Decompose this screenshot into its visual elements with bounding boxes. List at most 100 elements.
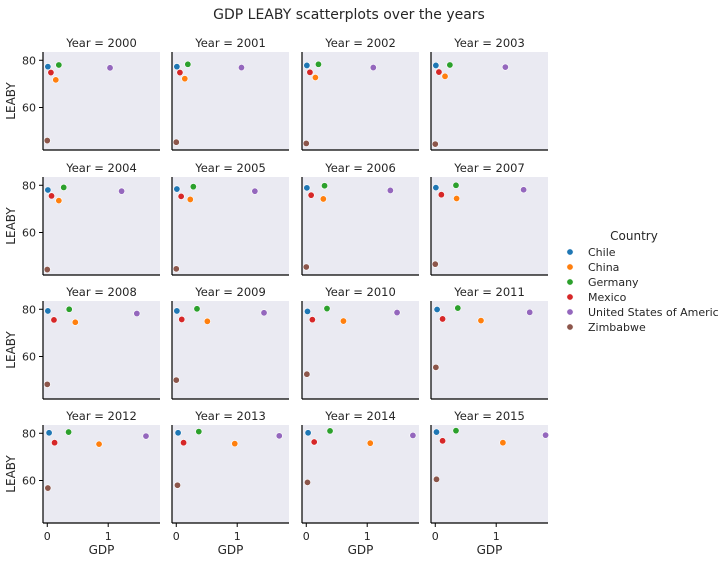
data-point-united-states-of-america bbox=[251, 187, 259, 195]
data-point-chile bbox=[303, 61, 311, 69]
facet-title-prefix: Year = bbox=[324, 161, 366, 175]
facet-panel-2010: Year = 2010 bbox=[301, 285, 419, 400]
x-tick-label: 1 bbox=[105, 530, 112, 543]
facet-title-year: 2013 bbox=[237, 409, 266, 423]
panel-background bbox=[172, 301, 289, 399]
data-point-zimbabwe bbox=[172, 138, 180, 146]
legend-marker bbox=[566, 293, 574, 301]
data-point-mexico bbox=[47, 69, 55, 77]
data-point-germany bbox=[446, 61, 454, 69]
data-point-china bbox=[231, 440, 239, 448]
data-point-germany bbox=[55, 61, 63, 69]
y-tick-label: 80 bbox=[22, 427, 36, 440]
panel-background bbox=[431, 425, 548, 523]
x-axis-label: GDP bbox=[89, 543, 115, 557]
data-point-united-states-of-america bbox=[542, 431, 550, 439]
data-point-china bbox=[453, 194, 461, 202]
data-point-mexico bbox=[178, 315, 186, 323]
panel-background bbox=[43, 425, 160, 523]
x-tick-label: 1 bbox=[234, 530, 241, 543]
facet-title-year: 2006 bbox=[367, 161, 396, 175]
data-point-united-states-of-america bbox=[386, 186, 394, 194]
facet-panel-2002: Year = 2002 bbox=[301, 36, 419, 151]
facet-title-prefix: Year = bbox=[194, 285, 236, 299]
data-point-germany bbox=[65, 305, 73, 313]
data-point-china bbox=[319, 195, 327, 203]
facet-title: Year = 2005 bbox=[194, 161, 266, 175]
facet-panel-2008: Year = 2008 60 80 LEABY bbox=[4, 285, 160, 400]
facet-title: Year = 2004 bbox=[65, 161, 137, 175]
y-tick-label: 80 bbox=[22, 179, 36, 192]
data-point-germany bbox=[193, 305, 201, 313]
data-point-mexico bbox=[48, 192, 56, 200]
data-point-zimbabwe bbox=[173, 481, 181, 489]
data-point-germany bbox=[195, 428, 203, 436]
data-point-china bbox=[181, 75, 189, 83]
facet-title-year: 2000 bbox=[108, 36, 137, 50]
data-point-united-states-of-america bbox=[501, 63, 509, 71]
data-point-united-states-of-america bbox=[393, 309, 401, 317]
data-point-zimbabwe bbox=[303, 370, 311, 378]
facet-title-prefix: Year = bbox=[453, 285, 495, 299]
facet-title-prefix: Year = bbox=[194, 36, 236, 50]
data-point-china bbox=[186, 195, 194, 203]
data-point-chile bbox=[432, 61, 440, 69]
data-point-china bbox=[71, 318, 79, 326]
data-point-zimbabwe bbox=[302, 139, 310, 147]
panel-background bbox=[43, 301, 160, 399]
y-axis-label: LEABY bbox=[4, 82, 18, 120]
panel-background bbox=[431, 177, 548, 275]
data-point-mexico bbox=[176, 69, 184, 77]
facet-title: Year = 2002 bbox=[324, 36, 396, 50]
legend-marker bbox=[566, 323, 574, 331]
data-point-germany bbox=[454, 304, 462, 312]
facet-title-prefix: Year = bbox=[324, 409, 366, 423]
data-point-chile bbox=[304, 429, 312, 437]
facet-title-year: 2014 bbox=[367, 409, 396, 423]
data-point-china bbox=[366, 439, 374, 447]
data-point-mexico bbox=[435, 68, 443, 76]
facet-title-prefix: Year = bbox=[65, 409, 107, 423]
legend-marker bbox=[566, 248, 574, 256]
data-point-chile bbox=[173, 63, 181, 71]
facet-title-year: 2005 bbox=[237, 161, 266, 175]
data-point-germany bbox=[452, 427, 460, 435]
panel-background bbox=[172, 425, 289, 523]
y-tick-label: 60 bbox=[22, 350, 36, 363]
facet-title-year: 2010 bbox=[367, 285, 396, 299]
data-point-zimbabwe bbox=[431, 260, 439, 268]
data-point-zimbabwe bbox=[43, 380, 51, 388]
facet-panel-2007: Year = 2007 bbox=[430, 161, 548, 276]
data-point-chile bbox=[173, 185, 181, 193]
panel-background bbox=[43, 177, 160, 275]
panel-background bbox=[302, 52, 419, 150]
facet-title: Year = 2009 bbox=[194, 285, 266, 299]
data-point-zimbabwe bbox=[432, 475, 440, 483]
facet-title-prefix: Year = bbox=[65, 161, 107, 175]
facet-title: Year = 2001 bbox=[194, 36, 266, 50]
facet-title-year: 2003 bbox=[496, 36, 525, 50]
data-point-mexico bbox=[50, 316, 58, 324]
data-point-united-states-of-america bbox=[133, 310, 141, 318]
y-axis-label: LEABY bbox=[4, 331, 18, 369]
legend-title: Country bbox=[610, 229, 658, 243]
data-point-united-states-of-america bbox=[118, 187, 126, 195]
panel-background bbox=[431, 301, 548, 399]
legend-label: China bbox=[588, 261, 619, 274]
x-tick-label: 1 bbox=[364, 530, 371, 543]
data-point-chile bbox=[44, 63, 52, 71]
legend-label: Germany bbox=[588, 276, 639, 289]
data-point-germany bbox=[452, 181, 460, 189]
data-point-china bbox=[441, 72, 449, 80]
facet-title-prefix: Year = bbox=[324, 36, 366, 50]
legend-marker bbox=[566, 263, 574, 271]
facet-title: Year = 2013 bbox=[194, 409, 266, 423]
y-tick-label: 60 bbox=[22, 474, 36, 487]
facet-title-year: 2007 bbox=[496, 161, 525, 175]
facet-title: Year = 2010 bbox=[324, 285, 396, 299]
facet-title-prefix: Year = bbox=[453, 36, 495, 50]
data-point-china bbox=[311, 74, 319, 82]
